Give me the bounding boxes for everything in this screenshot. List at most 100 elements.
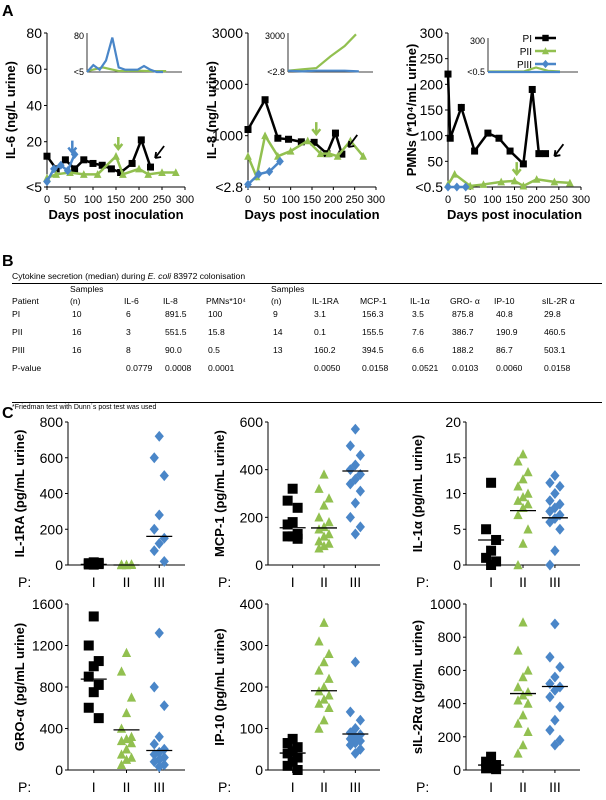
- data-point-piii: [355, 485, 365, 497]
- data-point-pi: [481, 552, 492, 563]
- data-point-piii: [550, 470, 560, 482]
- panel-label-c: C: [2, 405, 14, 422]
- data-point-piii: [550, 739, 560, 751]
- data-point-pii: [518, 617, 528, 627]
- data-point-pii: [566, 178, 574, 187]
- category-label: II: [320, 779, 328, 795]
- y-tick-label: 800: [40, 679, 64, 695]
- data-point-pii: [121, 647, 132, 657]
- data-point-pii: [518, 672, 528, 682]
- data-point-piii: [545, 559, 555, 571]
- table-cell: 0.0008: [165, 363, 192, 373]
- data-point-piii: [154, 430, 164, 442]
- x-prefix-label: P:: [416, 779, 429, 795]
- data-point-piii: [149, 545, 159, 557]
- data-point-piii: [444, 182, 452, 192]
- data-point-piii: [545, 678, 555, 690]
- data-point-piii: [355, 521, 365, 533]
- table-cell: 13: [273, 345, 283, 355]
- y-tick-label: 400: [40, 486, 64, 502]
- table-cell: 3.1: [314, 309, 326, 319]
- data-point-pii: [314, 543, 324, 553]
- data-point-pii: [450, 169, 459, 178]
- y-tick-label: 20: [445, 414, 461, 430]
- arrow-marker-pi: [553, 143, 565, 158]
- inset-y-tick-label: 300: [470, 36, 485, 46]
- data-point-piii: [149, 748, 159, 760]
- y-tick-label: 800: [40, 414, 64, 430]
- x-tick-label: 150: [303, 194, 321, 206]
- category-label: I: [92, 574, 96, 590]
- y-tick-label: 0: [255, 762, 263, 778]
- table-header-cell: (n): [271, 296, 282, 306]
- data-point-pi: [88, 611, 99, 622]
- table-footnote: *Friedman test with Dunn´s post test was…: [12, 404, 157, 411]
- data-point-pi: [484, 129, 492, 137]
- data-point-pii: [79, 170, 88, 178]
- data-point-piii: [149, 681, 159, 693]
- data-point-pii: [314, 524, 324, 534]
- category-label: II: [519, 779, 527, 795]
- data-point-pii: [518, 690, 528, 700]
- data-point-pi: [457, 103, 465, 111]
- x-tick-label: 200: [324, 194, 342, 206]
- data-point-piii: [345, 478, 355, 490]
- data-point-pii: [325, 149, 333, 158]
- data-point-pi: [128, 159, 136, 167]
- category-label: III: [549, 779, 561, 795]
- data-point-piii: [50, 164, 58, 174]
- table-cell: 9: [273, 309, 278, 319]
- data-point-pi: [495, 134, 503, 142]
- y-tick-label: 300: [240, 638, 264, 654]
- data-point-piii: [545, 516, 555, 528]
- table-cell: 0.0521: [412, 363, 439, 373]
- table-cell: 6: [126, 309, 131, 319]
- data-point-pii: [532, 175, 541, 183]
- data-point-pii: [319, 500, 329, 510]
- data-point-pii: [523, 467, 533, 477]
- data-point-pii: [324, 493, 334, 503]
- data-point-pi: [43, 152, 51, 160]
- table-cell: 0.0060: [496, 363, 523, 373]
- y-axis-label: GRO-α (pg/mL urine): [12, 623, 27, 751]
- arrow-marker-piii: [67, 140, 78, 155]
- x-tick-label: 50: [263, 194, 275, 206]
- table-cell: 188.2: [452, 345, 474, 355]
- data-point-pii: [518, 502, 528, 512]
- data-point-piii: [159, 555, 169, 567]
- data-point-piii: [56, 160, 65, 170]
- y-tick-label: 0: [255, 557, 263, 573]
- table-cell: 3: [126, 327, 131, 337]
- data-point-pii: [513, 681, 523, 692]
- data-point-pii: [513, 748, 523, 758]
- category-label: II: [320, 574, 328, 590]
- series-line-piii: [247, 160, 281, 186]
- x-prefix-label: P:: [416, 574, 429, 590]
- data-point-piii: [345, 511, 355, 523]
- data-point-pi: [83, 671, 94, 682]
- data-point-piii: [350, 528, 360, 540]
- data-point-piii: [453, 182, 461, 192]
- data-point-piii: [550, 684, 560, 696]
- y-tick-label: <0.5: [415, 179, 443, 195]
- data-point-pii: [52, 170, 61, 178]
- table-rule-top: [12, 283, 602, 284]
- data-point-pii: [116, 735, 127, 746]
- data-point-pii: [314, 536, 324, 546]
- y-tick-label: 50: [427, 153, 443, 169]
- data-point-pii: [513, 559, 523, 570]
- x-tick-label: 0: [44, 194, 50, 206]
- series-line-pii: [446, 172, 570, 188]
- data-point-pii: [523, 499, 533, 509]
- data-point-piii: [550, 671, 560, 683]
- table-cell: 875.8: [452, 309, 474, 319]
- table-header-cell: sIL-2R α: [542, 296, 575, 306]
- data-point-pi: [83, 640, 94, 651]
- data-point-piii: [350, 459, 360, 471]
- arrow-marker-pi: [347, 134, 358, 148]
- x-prefix-label: P:: [18, 779, 31, 795]
- data-point-pi: [282, 495, 293, 506]
- data-point-pii: [319, 694, 329, 704]
- data-point-piii: [550, 618, 560, 630]
- x-tick-label: 250: [550, 194, 568, 206]
